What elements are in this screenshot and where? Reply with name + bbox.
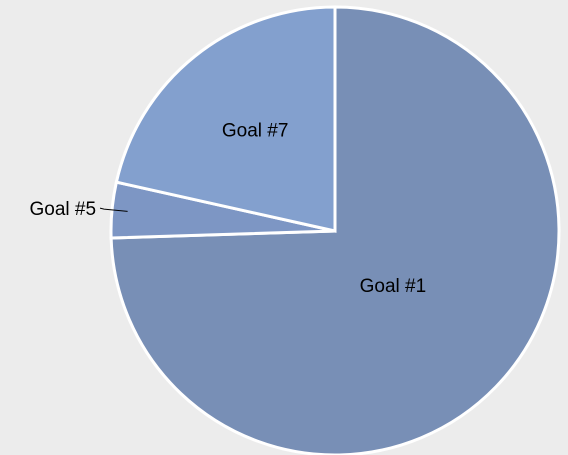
- pie-label-goal-1: Goal #1: [360, 276, 427, 297]
- pie-slices: [109, 5, 561, 455]
- pie-label-goal-5: Goal #5: [29, 199, 96, 220]
- pie-labels: Goal #1 Goal #5 Goal #7: [29, 120, 426, 297]
- pie-label-goal-7: Goal #7: [222, 120, 289, 141]
- leader-line-goal-5: [99, 207, 128, 212]
- pie-slice-goal-7: [114, 5, 337, 233]
